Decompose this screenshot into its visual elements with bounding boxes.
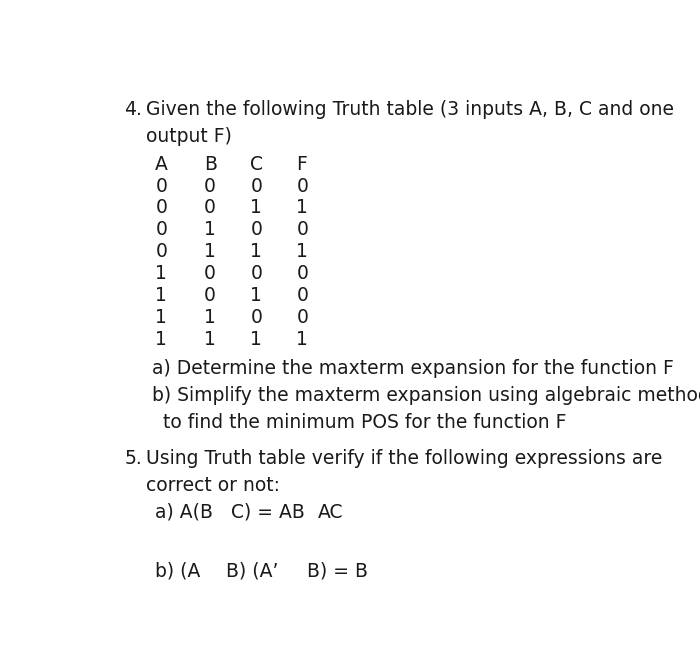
Text: B: B [204, 155, 217, 174]
Text: 0: 0 [296, 221, 308, 239]
Text: 0: 0 [155, 199, 167, 217]
Text: 1: 1 [251, 330, 262, 348]
Text: 1: 1 [155, 286, 167, 305]
Text: AC: AC [318, 502, 344, 522]
Text: 0: 0 [296, 286, 308, 305]
Text: 0: 0 [296, 177, 308, 195]
Text: 0: 0 [251, 177, 262, 195]
Text: 1: 1 [296, 199, 308, 217]
Text: Using Truth table verify if the following expressions are: Using Truth table verify if the followin… [146, 449, 662, 468]
Text: 1: 1 [204, 330, 216, 348]
Text: Given the following Truth table (3 inputs A, B, C and one: Given the following Truth table (3 input… [146, 100, 674, 119]
Text: 1: 1 [204, 221, 216, 239]
Text: 0: 0 [296, 264, 308, 283]
Text: 0: 0 [155, 242, 167, 261]
Text: 0: 0 [204, 264, 216, 283]
Text: 0: 0 [155, 177, 167, 195]
Text: 1: 1 [251, 199, 262, 217]
Text: b) Simplify the maxterm expansion using algebraic method: b) Simplify the maxterm expansion using … [151, 386, 700, 405]
Text: 0: 0 [204, 286, 216, 305]
Text: 0: 0 [204, 177, 216, 195]
Text: 1: 1 [155, 330, 167, 348]
Text: 1: 1 [251, 286, 262, 305]
Text: 1: 1 [296, 242, 308, 261]
Text: 1: 1 [155, 264, 167, 283]
Text: 0: 0 [296, 308, 308, 327]
Text: B) (A’: B) (A’ [226, 562, 278, 580]
Text: 0: 0 [251, 264, 262, 283]
Text: 0: 0 [251, 308, 262, 327]
Text: 0: 0 [155, 221, 167, 239]
Text: 1: 1 [296, 330, 308, 348]
Text: 0: 0 [251, 221, 262, 239]
Text: 0: 0 [204, 199, 216, 217]
Text: 1: 1 [204, 308, 216, 327]
Text: 1: 1 [251, 242, 262, 261]
Text: A: A [155, 155, 168, 174]
Text: 4.: 4. [125, 100, 142, 119]
Text: a) Determine the maxterm expansion for the function F: a) Determine the maxterm expansion for t… [151, 359, 673, 378]
Text: B) = B: B) = B [307, 562, 368, 580]
Text: 1: 1 [155, 308, 167, 327]
Text: C) = AB: C) = AB [231, 502, 305, 522]
Text: correct or not:: correct or not: [146, 476, 280, 495]
Text: a) A(B: a) A(B [155, 502, 214, 522]
Text: 5.: 5. [125, 449, 142, 468]
Text: b) (A: b) (A [155, 562, 201, 580]
Text: 1: 1 [204, 242, 216, 261]
Text: output F): output F) [146, 126, 232, 146]
Text: to find the minimum POS for the function F: to find the minimum POS for the function… [163, 413, 567, 432]
Text: F: F [296, 155, 307, 174]
Text: C: C [251, 155, 263, 174]
